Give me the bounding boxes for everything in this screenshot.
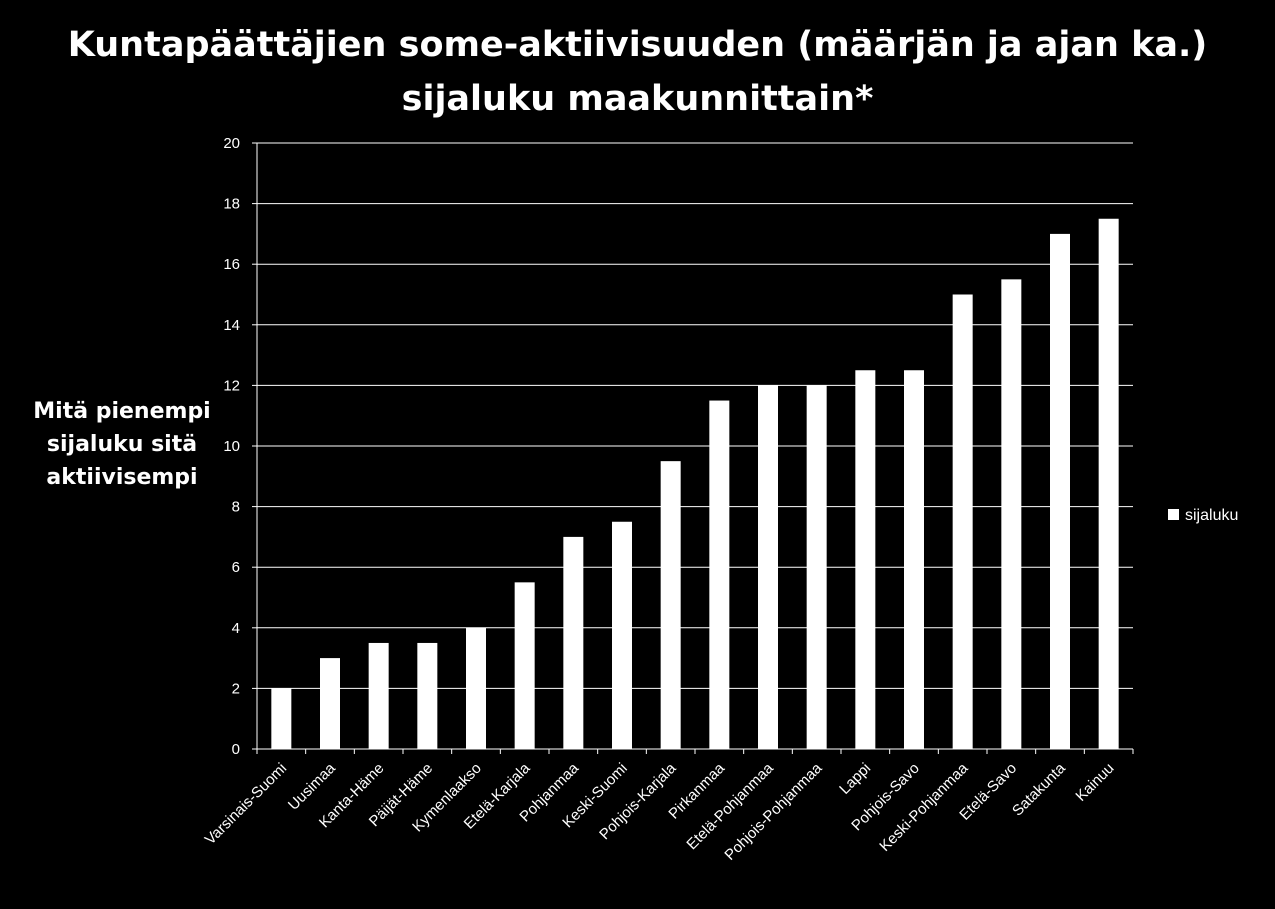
y-tick-label: 20 <box>223 135 240 152</box>
bars <box>271 218 1119 749</box>
bar <box>855 370 876 749</box>
y-tick-label: 0 <box>232 741 240 758</box>
bar <box>904 370 924 749</box>
gridlines <box>257 142 1133 689</box>
y-tick-label: 10 <box>223 438 240 455</box>
axes <box>256 143 1134 754</box>
y-tick-label: 8 <box>232 499 240 516</box>
bar <box>368 642 389 749</box>
chart-title: Kuntapäättäjien some-aktiivisuuden (määr… <box>0 18 1275 126</box>
bar <box>806 385 827 749</box>
y-axis-label-line-2: sijaluku sitä <box>46 432 198 457</box>
x-tick-label: Satakunta <box>1009 759 1069 819</box>
bar <box>320 658 340 749</box>
y-tick-label: 12 <box>223 377 240 394</box>
y-tick-label: 6 <box>232 559 240 576</box>
x-axis-tick-labels: Varsinais-SuomiUusimaaKanta-HämePäijät-H… <box>202 759 1118 863</box>
bar <box>271 688 292 749</box>
x-tick-label: Varsinais-Suomi <box>202 760 290 848</box>
y-axis-label-line-1: Mitä pienempi <box>33 399 211 424</box>
chart-title-line-2: sijaluku maakunnittain* <box>401 79 874 119</box>
bar <box>1098 218 1119 749</box>
x-tick-label: Pohjois-Pohjanmaa <box>721 759 825 863</box>
bar <box>417 642 438 749</box>
chart-title-line-1: Kuntapäättäjien some-aktiivisuuden (määr… <box>67 25 1208 65</box>
y-tick-label: 18 <box>223 196 240 213</box>
x-tick-label: Keski-Pohjanmaa <box>876 759 972 855</box>
y-tick-label: 16 <box>223 256 240 273</box>
y-tick-label: 4 <box>232 620 240 637</box>
x-tick-label: Etelä-Pohjanmaa <box>683 759 777 853</box>
legend-swatch <box>1168 509 1179 520</box>
bar <box>1050 233 1070 749</box>
bar <box>660 461 681 749</box>
bar <box>1001 279 1022 749</box>
bar <box>563 536 584 749</box>
x-tick-label: Kainuu <box>1072 760 1117 805</box>
y-axis-ticks: 0 2 4 6 8 10 12 14 16 18 20 <box>223 135 257 758</box>
y-tick-label: 14 <box>223 317 240 334</box>
y-axis-label: Mitä pienempi sijaluku sitä aktiivisempi <box>12 395 232 494</box>
x-tick-label: Lappi <box>836 760 874 798</box>
legend: sijaluku <box>1168 507 1238 524</box>
legend-label: sijaluku <box>1185 507 1238 524</box>
bar <box>466 627 486 749</box>
bar <box>709 400 730 749</box>
bar <box>514 582 535 749</box>
y-tick-label: 2 <box>232 680 240 697</box>
bar <box>952 294 973 749</box>
y-axis-label-line-3: aktiivisempi <box>46 465 198 490</box>
bar <box>612 521 632 749</box>
bar <box>758 385 778 749</box>
